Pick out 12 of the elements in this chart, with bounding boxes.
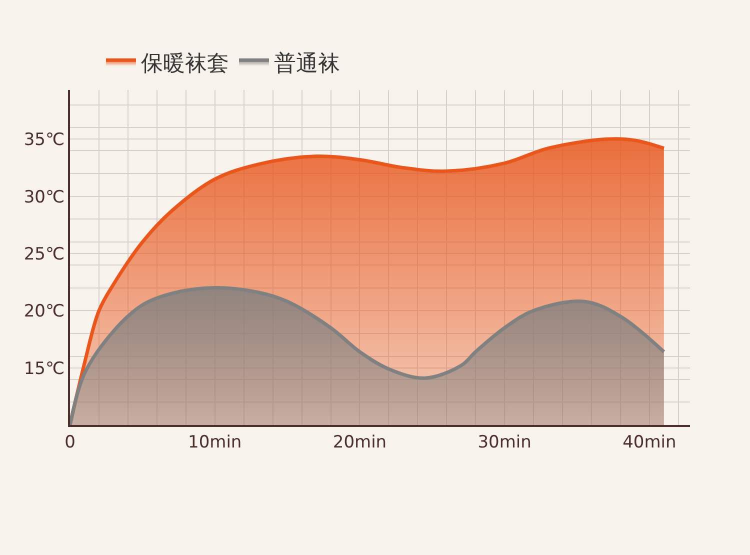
- x-tick-label: 20min: [332, 432, 387, 452]
- x-tick-label: 0: [64, 432, 76, 452]
- y-tick-label: 35℃: [24, 130, 65, 150]
- x-tick-label: 10min: [188, 432, 242, 452]
- y-tick-label: 20℃: [24, 302, 65, 322]
- x-tick-label: 40min: [622, 432, 676, 452]
- legend-label: 保暖袜套: [141, 52, 229, 77]
- y-tick-label: 30℃: [24, 187, 65, 208]
- x-tick-label: 30min: [478, 432, 532, 452]
- y-tick-label: 25℃: [24, 244, 65, 264]
- y-tick-label: 15℃: [24, 358, 65, 379]
- legend-label: 普通袜: [274, 52, 340, 77]
